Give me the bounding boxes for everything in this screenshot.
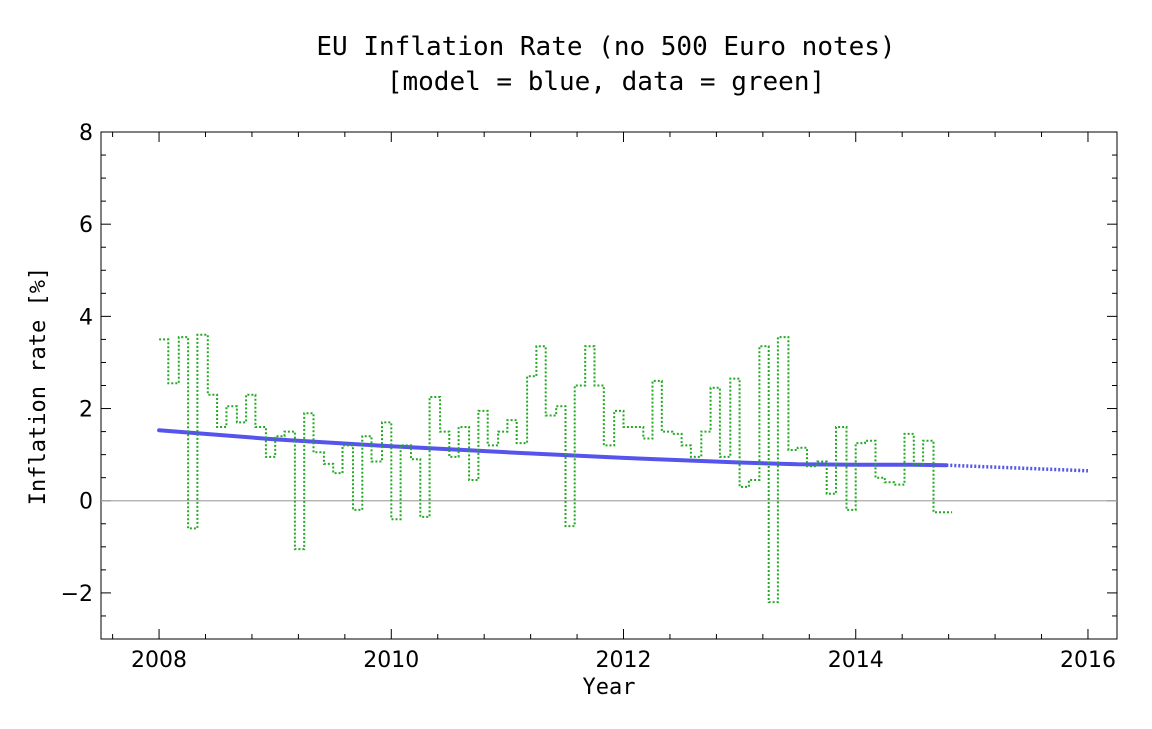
y-tick-label: 0 bbox=[79, 490, 93, 515]
data-series-line bbox=[159, 333, 953, 604]
x-tick-label: 2014 bbox=[828, 648, 884, 673]
model-projection-line bbox=[946, 463, 1089, 473]
x-tick-label: 2012 bbox=[596, 648, 652, 673]
plot-frame bbox=[100, 131, 1118, 640]
chart-title: EU Inflation Rate (no 500 Euro notes) bbox=[316, 32, 895, 62]
y-tick-label: 8 bbox=[79, 121, 93, 146]
chart-subtitle: [model = blue, data = green] bbox=[387, 67, 825, 97]
x-tick-label: 2010 bbox=[363, 648, 419, 673]
y-tick-label: −2 bbox=[61, 582, 93, 607]
y-tick-label: 4 bbox=[79, 305, 93, 330]
x-tick-label: 2016 bbox=[1060, 648, 1116, 673]
y-axis-label: Inflation rate [%] bbox=[26, 267, 51, 505]
axis-ticks bbox=[101, 131, 1117, 640]
series-layer bbox=[157, 333, 1089, 604]
tick-labels: 2008 2010 2012 2014 2016 −2 0 2 4 6 8 bbox=[61, 121, 1116, 673]
x-axis-label: Year bbox=[583, 675, 636, 700]
model-series-line bbox=[157, 428, 949, 468]
x-tick-label: 2008 bbox=[131, 648, 187, 673]
y-tick-label: 6 bbox=[79, 213, 93, 238]
y-tick-label: 2 bbox=[79, 398, 93, 423]
